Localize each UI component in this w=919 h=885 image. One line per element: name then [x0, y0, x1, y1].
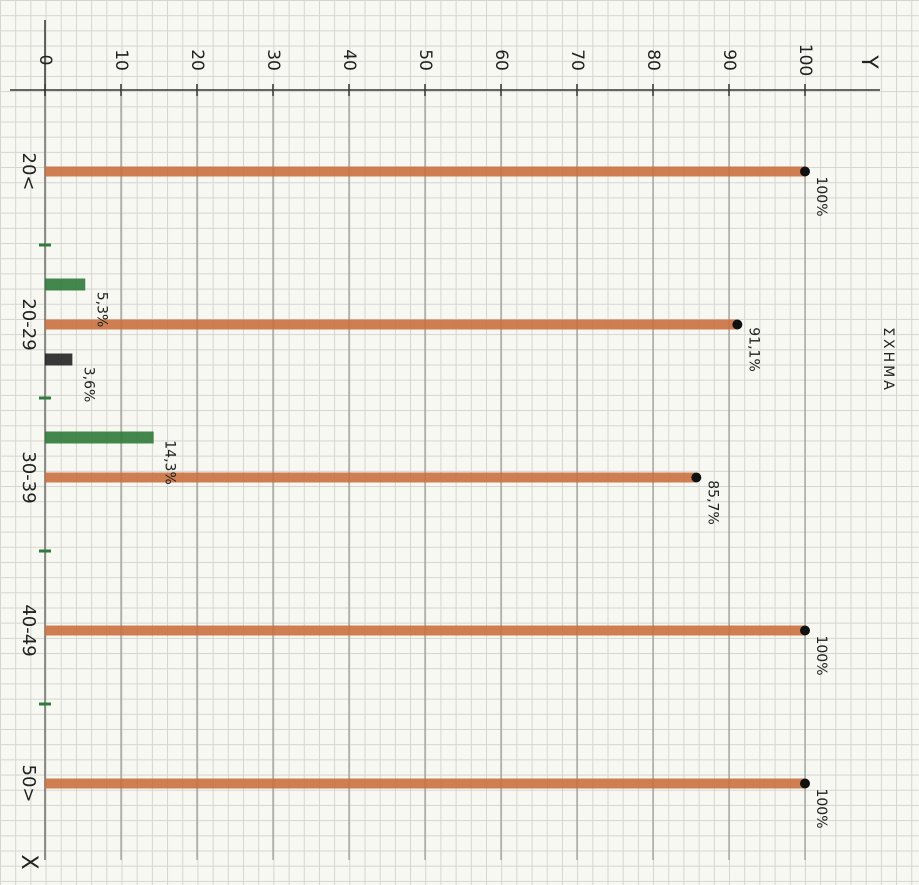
- x-tick-label: 20-29: [18, 298, 39, 350]
- value-label: 5,3%: [93, 292, 109, 328]
- x-tick-label: 40-49: [18, 604, 39, 656]
- x-tick-label: 20<: [18, 153, 39, 191]
- bar: [45, 354, 72, 366]
- bar: [45, 279, 85, 291]
- value-label: 85,7%: [704, 480, 720, 524]
- bar: [45, 779, 805, 789]
- y-tick-label: 0: [35, 55, 55, 66]
- y-tick-label: 30: [263, 49, 283, 71]
- bar-end-dot: [800, 167, 810, 177]
- y-tick-label: 60: [491, 49, 511, 71]
- y-axis-label: Y: [856, 54, 881, 69]
- y-tick-label: 20: [187, 49, 207, 71]
- chart-title: ΣΧΗΜΑ: [880, 327, 896, 393]
- y-tick-label: 70: [567, 49, 587, 71]
- y-tick-label: 90: [719, 49, 739, 71]
- bar-end-dot: [800, 626, 810, 636]
- bar-end-dot: [691, 473, 701, 483]
- bar-end-dot: [800, 779, 810, 789]
- y-tick-label: 50: [415, 49, 435, 71]
- value-label: 14,3%: [162, 440, 178, 484]
- value-label: 100%: [813, 635, 829, 675]
- bar: [45, 167, 805, 177]
- value-label: 3,6%: [80, 367, 96, 403]
- value-label: 91,1%: [745, 327, 761, 371]
- value-label: 100%: [813, 788, 829, 828]
- x-tick-label: 30-39: [18, 451, 39, 503]
- bar: [45, 473, 696, 483]
- bar: [45, 626, 805, 636]
- y-tick-label: 100: [795, 44, 815, 76]
- y-tick-label: 40: [339, 49, 359, 71]
- bar-end-dot: [732, 320, 742, 330]
- value-label: 100%: [813, 176, 829, 216]
- x-axis-label: X: [16, 854, 41, 869]
- y-tick-label: 80: [643, 49, 663, 71]
- x-tick-label: 50>: [18, 765, 39, 803]
- graph-paper: ΣΧΗΜΑ Y X 0 10 20 30 40 50 60 70 80 90 100 20< 100% 2…: [0, 0, 919, 885]
- bar: [45, 432, 154, 444]
- bar: [45, 320, 737, 330]
- chart: ΣΧΗΜΑ Y X 0 10 20 30 40 50 60 70 80 90 100 20< 100% 2…: [0, 0, 919, 885]
- y-tick-label: 10: [111, 49, 131, 71]
